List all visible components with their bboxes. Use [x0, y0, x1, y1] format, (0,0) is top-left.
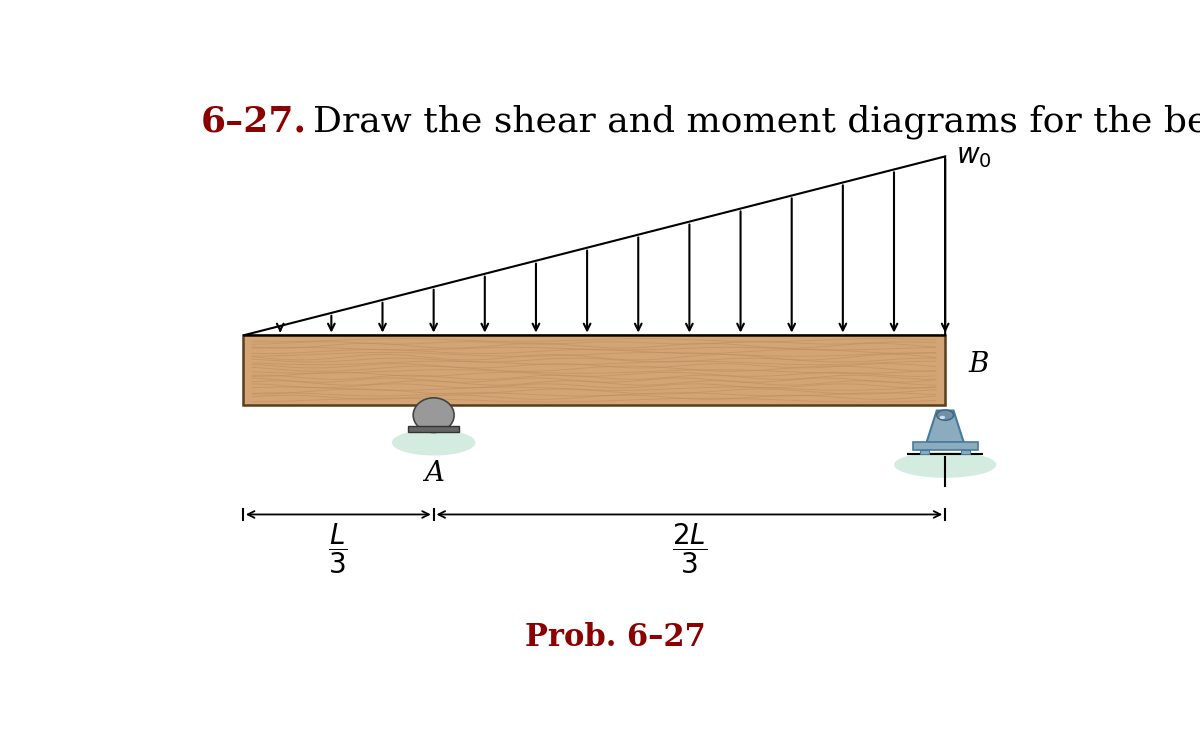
Polygon shape	[926, 410, 964, 442]
Bar	[408, 427, 460, 432]
Bar	[920, 450, 929, 454]
Ellipse shape	[894, 452, 996, 478]
Text: A: A	[424, 460, 444, 487]
Text: $w_0$: $w_0$	[956, 143, 992, 170]
Text: Draw the shear and moment diagrams for the beam.: Draw the shear and moment diagrams for t…	[313, 104, 1200, 139]
Text: 6–27.: 6–27.	[202, 104, 307, 139]
Text: $\dfrac{2L}{3}$: $\dfrac{2L}{3}$	[672, 521, 707, 576]
Text: B: B	[968, 351, 989, 378]
Ellipse shape	[391, 430, 475, 455]
Text: $\dfrac{L}{3}$: $\dfrac{L}{3}$	[329, 521, 348, 576]
Bar	[961, 450, 971, 454]
Text: Prob. 6–27: Prob. 6–27	[524, 622, 706, 653]
Circle shape	[937, 410, 954, 420]
Ellipse shape	[413, 398, 454, 433]
Circle shape	[940, 416, 946, 419]
Bar	[912, 442, 978, 450]
Bar	[242, 335, 946, 405]
